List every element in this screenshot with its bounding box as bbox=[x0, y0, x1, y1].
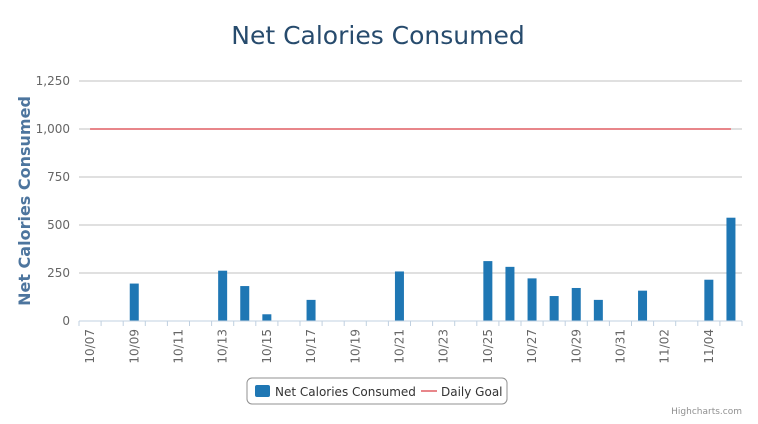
bar[interactable] bbox=[394, 271, 404, 321]
bar[interactable] bbox=[638, 290, 648, 321]
legend-swatch-net-calories bbox=[255, 385, 270, 397]
legend[interactable]: Net Calories Consumed Daily Goal bbox=[246, 377, 508, 405]
bar[interactable] bbox=[593, 299, 603, 321]
bar[interactable] bbox=[704, 279, 714, 321]
x-tick-label: 10/07 bbox=[83, 329, 97, 364]
legend-label-net-calories: Net Calories Consumed bbox=[275, 385, 416, 399]
x-tick-label: 11/02 bbox=[658, 329, 672, 364]
legend-item-daily-goal[interactable]: Daily Goal bbox=[421, 385, 503, 399]
gridlines bbox=[79, 80, 742, 322]
y-axis-label: Net Calories Consumed bbox=[15, 96, 34, 306]
y-tick-label: 250 bbox=[47, 266, 70, 280]
y-tick-label: 0 bbox=[62, 314, 70, 328]
x-tick-label: 10/27 bbox=[525, 329, 539, 364]
x-tick-label: 10/19 bbox=[348, 329, 362, 364]
y-tick-label: 1,000 bbox=[36, 122, 70, 136]
bar[interactable] bbox=[527, 278, 537, 321]
x-tick-label: 10/15 bbox=[260, 329, 274, 364]
bar[interactable] bbox=[218, 270, 228, 321]
bar[interactable] bbox=[129, 283, 139, 321]
x-tick-label: 10/11 bbox=[171, 329, 185, 364]
x-axis: 10/07 10/09 10/11 10/13 10/15 10/17 10/19 10/21… bbox=[78, 320, 743, 364]
bar[interactable] bbox=[306, 299, 316, 321]
bar[interactable] bbox=[571, 287, 581, 321]
bar[interactable] bbox=[505, 266, 515, 321]
bar[interactable] bbox=[483, 261, 493, 321]
bar[interactable] bbox=[549, 296, 559, 321]
bar-series bbox=[129, 217, 736, 321]
y-tick-label: 1,250 bbox=[36, 74, 70, 88]
x-tick-label: 10/13 bbox=[216, 329, 230, 364]
y-tick-label: 500 bbox=[47, 218, 70, 232]
bar[interactable] bbox=[240, 286, 250, 321]
x-tick-label: 10/29 bbox=[569, 329, 583, 364]
credits-link[interactable]: Highcharts.com bbox=[671, 407, 742, 417]
legend-item-net-calories[interactable]: Net Calories Consumed bbox=[255, 385, 416, 399]
bar[interactable] bbox=[726, 217, 736, 321]
x-tick-label: 10/09 bbox=[127, 329, 141, 364]
bar[interactable] bbox=[262, 314, 272, 321]
x-tick-label: 10/17 bbox=[304, 329, 318, 364]
x-tick-label: 10/23 bbox=[437, 329, 451, 364]
x-tick-label: 10/25 bbox=[481, 329, 495, 364]
chart-title: Net Calories Consumed bbox=[231, 21, 525, 50]
x-tick-label: 10/21 bbox=[392, 329, 406, 364]
legend-box bbox=[246, 377, 508, 405]
legend-label-daily-goal: Daily Goal bbox=[441, 385, 503, 399]
x-tick-label: 10/31 bbox=[613, 329, 627, 364]
y-tick-label: 750 bbox=[47, 170, 70, 184]
x-tick-label: 11/04 bbox=[702, 329, 716, 364]
y-axis-ticks: 0 250 500 750 1,000 1,250 bbox=[36, 74, 70, 328]
